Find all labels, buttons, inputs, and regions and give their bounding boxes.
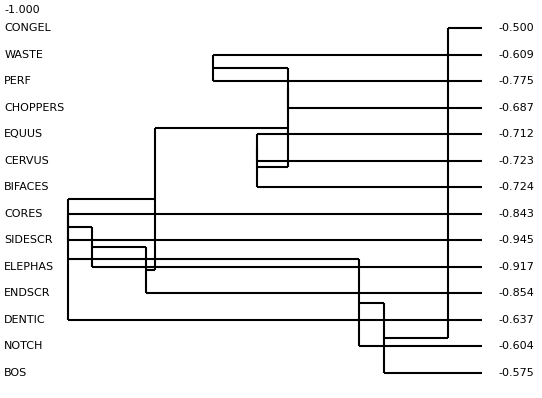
- Text: SIDESCR: SIDESCR: [4, 235, 53, 245]
- Text: BOS: BOS: [4, 368, 28, 378]
- Text: -0.854: -0.854: [499, 288, 534, 298]
- Text: BIFACES: BIFACES: [4, 182, 50, 192]
- Text: CORES: CORES: [4, 209, 42, 219]
- Text: WASTE: WASTE: [4, 50, 43, 60]
- Text: -0.775: -0.775: [499, 76, 534, 86]
- Text: CONGEL: CONGEL: [4, 23, 51, 33]
- Text: CHOPPERS: CHOPPERS: [4, 103, 64, 113]
- Text: CERVUS: CERVUS: [4, 156, 49, 166]
- Text: PERF: PERF: [4, 76, 32, 86]
- Text: -0.500: -0.500: [499, 23, 534, 33]
- Text: ELEPHAS: ELEPHAS: [4, 261, 54, 272]
- Text: -0.637: -0.637: [499, 315, 534, 325]
- Text: -0.687: -0.687: [499, 103, 534, 113]
- Text: -0.609: -0.609: [499, 50, 534, 60]
- Text: EQUUS: EQUUS: [4, 129, 43, 139]
- Text: NOTCH: NOTCH: [4, 341, 43, 351]
- Text: -0.724: -0.724: [499, 182, 535, 192]
- Text: -0.575: -0.575: [499, 368, 534, 378]
- Text: -0.604: -0.604: [499, 341, 534, 351]
- Text: -0.843: -0.843: [499, 209, 534, 219]
- Text: DENTIC: DENTIC: [4, 315, 46, 325]
- Text: -0.712: -0.712: [499, 129, 534, 139]
- Text: -0.723: -0.723: [499, 156, 534, 166]
- Text: -1.000: -1.000: [4, 5, 40, 15]
- Text: -0.917: -0.917: [499, 261, 534, 272]
- Text: -0.945: -0.945: [499, 235, 534, 245]
- Text: ENDSCR: ENDSCR: [4, 288, 50, 298]
